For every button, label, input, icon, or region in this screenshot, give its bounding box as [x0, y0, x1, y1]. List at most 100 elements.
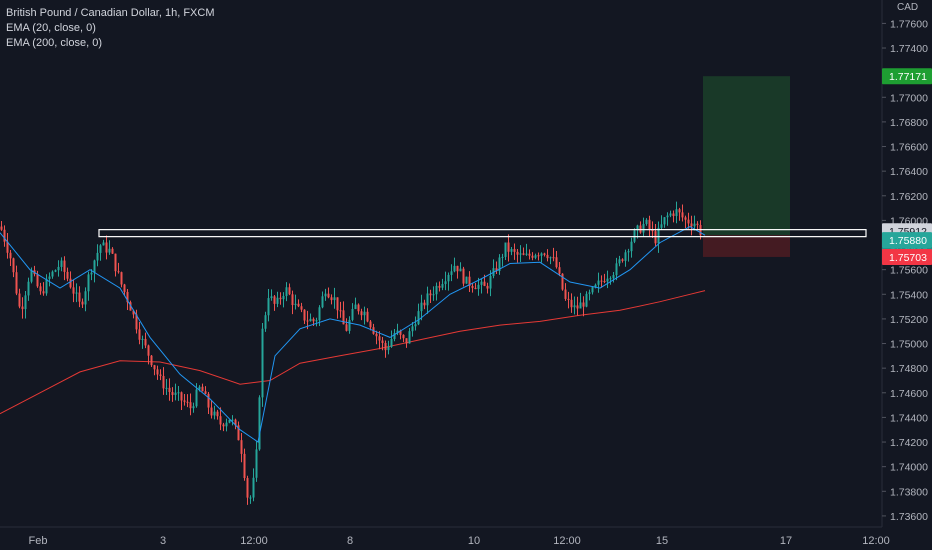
candle-body	[141, 338, 144, 340]
candle-body	[243, 453, 246, 479]
candle-body	[93, 260, 96, 273]
candle-body	[177, 392, 180, 394]
candle-body	[354, 304, 357, 310]
candle-body	[534, 255, 537, 258]
candle-body	[516, 251, 519, 255]
candle-body	[288, 287, 291, 295]
price-axis[interactable]: 1.776001.774001.772001.770001.768001.766…	[882, 18, 928, 523]
candle-body	[438, 285, 441, 288]
chart-legend: British Pound / Canadian Dollar, 1h, FXC…	[6, 6, 215, 51]
candle-body	[30, 270, 33, 282]
candle-body	[537, 255, 540, 257]
candle-body	[384, 342, 387, 351]
candle-body	[390, 339, 393, 347]
price-tick-label: 1.76800	[890, 117, 928, 129]
candle-body	[201, 386, 204, 392]
candle-body	[171, 392, 174, 395]
current-price-badge: 1.75880	[889, 235, 927, 247]
candle-body	[540, 253, 543, 256]
candle-body	[486, 285, 489, 289]
candle-body	[153, 365, 156, 370]
stop-price-badge: 1.75703	[889, 252, 927, 264]
candle-body	[552, 257, 555, 259]
ema20-legend[interactable]: EMA (20, close, 0)	[6, 22, 96, 34]
candle-body	[318, 307, 321, 321]
candle-body	[183, 400, 186, 402]
candle-body	[72, 287, 75, 294]
candle-body	[255, 449, 258, 478]
candle-body	[165, 387, 168, 389]
candle-body	[405, 338, 408, 344]
candle-body	[645, 219, 648, 224]
candle-body	[468, 276, 471, 286]
ema200-path	[0, 290, 706, 415]
candle-body	[693, 223, 696, 227]
candle-body	[342, 310, 345, 325]
candle-body	[480, 281, 483, 285]
candle-body	[150, 355, 153, 366]
candle-body	[231, 419, 234, 421]
candle-body	[207, 393, 210, 408]
candle-body	[654, 231, 657, 244]
candle-body	[381, 340, 384, 343]
candle-body	[210, 407, 213, 416]
price-tick-label: 1.77000	[890, 92, 928, 104]
candle-body	[249, 497, 252, 499]
candle-body	[459, 268, 462, 272]
candle-body	[483, 281, 486, 286]
support-resistance-zone[interactable]	[98, 229, 867, 238]
candle-body	[471, 285, 474, 288]
candle-body	[63, 260, 66, 272]
candle-body	[66, 271, 69, 279]
candle-body	[114, 253, 117, 272]
candle-body	[594, 284, 597, 288]
ema200-legend[interactable]: EMA (200, close, 0)	[6, 37, 102, 49]
candle-body	[225, 422, 228, 427]
candle-body	[123, 284, 126, 292]
time-tick-label: 12:00	[862, 535, 890, 547]
candle-body	[348, 319, 351, 331]
candle-body	[432, 294, 435, 296]
candle-body	[87, 274, 90, 292]
price-tick-label: 1.76200	[890, 191, 928, 203]
candle-body	[312, 318, 315, 322]
candle-body	[315, 320, 318, 322]
candle-body	[51, 271, 54, 277]
candle-body	[84, 291, 87, 305]
candle-body	[78, 292, 81, 302]
candle-body	[681, 212, 684, 218]
candle-body	[369, 321, 372, 328]
candle-body	[420, 302, 423, 312]
candle-body	[303, 309, 306, 321]
target-price-badge-bg	[882, 68, 932, 85]
candle-body	[228, 419, 231, 423]
ema200-line	[0, 290, 706, 415]
candle-body	[294, 303, 297, 306]
candle-body	[576, 305, 579, 309]
time-axis[interactable]: Feb 3 12:00 8 10 12:00 15 17 12:00	[29, 535, 890, 547]
candle-body	[696, 223, 699, 226]
currency-label[interactable]: CAD	[897, 2, 919, 13]
candle-body	[192, 406, 195, 409]
candle-body	[324, 293, 327, 297]
symbol-title[interactable]: British Pound / Canadian Dollar, 1h, FXC…	[6, 7, 215, 19]
time-tick-label: 15	[656, 535, 668, 547]
candle-body	[99, 245, 102, 253]
candle-body	[105, 242, 108, 253]
candle-body	[474, 287, 477, 289]
candle-body	[351, 309, 354, 320]
candle-body	[327, 293, 330, 298]
candle-body	[426, 293, 429, 306]
candle-body	[12, 258, 15, 273]
candle-body	[246, 478, 249, 498]
stop-zone	[703, 235, 790, 257]
candle-body	[558, 267, 561, 274]
candle-body	[300, 306, 303, 310]
position-zones[interactable]	[703, 76, 790, 257]
time-tick-label: 17	[780, 535, 792, 547]
candle-body	[147, 345, 150, 356]
candle-body	[678, 209, 681, 213]
candle-body	[273, 296, 276, 304]
